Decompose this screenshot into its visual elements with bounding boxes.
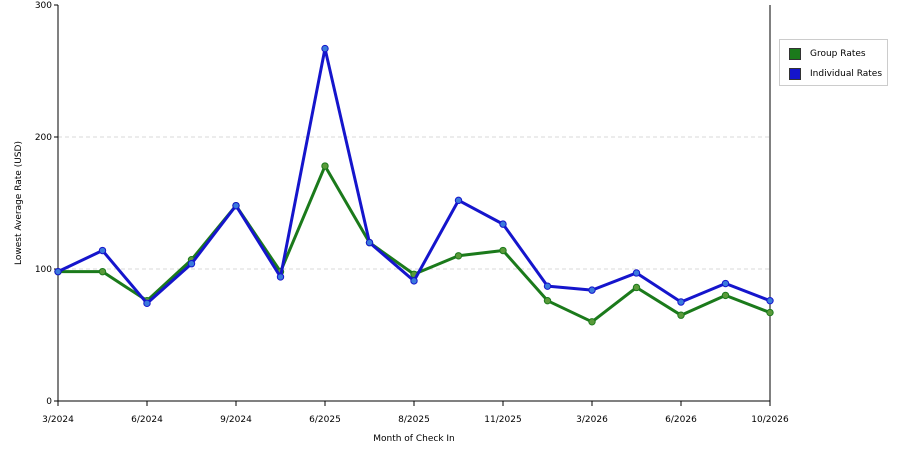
x-tick-label: 3/2024 bbox=[42, 415, 74, 425]
data-point-individual-rates bbox=[365, 238, 374, 247]
data-point-individual-rates bbox=[232, 201, 240, 210]
data-point-individual-rates bbox=[677, 298, 685, 306]
data-point-group-rates bbox=[677, 311, 685, 319]
data-point-group-rates bbox=[454, 252, 463, 260]
x-tick-label: 6/2024 bbox=[131, 415, 163, 425]
legend-label-individual-rates: Individual Rates bbox=[810, 69, 883, 79]
legend-label-group-rates: Group Rates bbox=[810, 49, 866, 59]
x-tick-label: 3/2026 bbox=[576, 415, 608, 425]
x-tick-label: 6/2026 bbox=[665, 415, 697, 425]
data-point-group-rates bbox=[632, 283, 641, 292]
series-line-group-rates bbox=[58, 164, 771, 324]
data-point-group-rates bbox=[98, 267, 107, 276]
legend-swatch-individual-rates bbox=[789, 68, 801, 80]
y-tick-label: 200 bbox=[35, 133, 52, 143]
y-axis-title: Lowest Average Rate (USD) bbox=[14, 141, 24, 265]
y-tick-label: 100 bbox=[35, 265, 52, 275]
x-tick-label: 10/2026 bbox=[751, 415, 789, 425]
data-point-individual-rates bbox=[54, 267, 62, 276]
data-point-group-rates bbox=[721, 291, 730, 300]
x-axis-title: Month of Check In bbox=[373, 434, 455, 444]
x-tick-label: 8/2025 bbox=[398, 415, 430, 425]
legend-item-group-rates: Group Rates bbox=[789, 48, 866, 60]
y-tick-label: 0 bbox=[46, 397, 52, 407]
data-point-group-rates bbox=[321, 162, 329, 170]
data-point-group-rates bbox=[588, 318, 596, 326]
data-point-group-rates bbox=[499, 246, 507, 255]
legend-item-individual-rates: Individual Rates bbox=[789, 68, 882, 80]
x-tick-label: 9/2024 bbox=[220, 415, 252, 425]
data-point-individual-rates bbox=[321, 44, 329, 53]
data-point-individual-rates bbox=[766, 296, 774, 305]
data-point-individual-rates bbox=[499, 220, 507, 228]
series-group bbox=[54, 44, 774, 326]
data-point-group-rates bbox=[543, 296, 552, 305]
legend: Group Rates Individual Rates bbox=[779, 39, 888, 86]
x-tick-label: 11/2025 bbox=[484, 415, 521, 425]
data-point-individual-rates bbox=[143, 299, 151, 308]
data-point-individual-rates bbox=[410, 277, 418, 285]
data-point-individual-rates bbox=[98, 246, 107, 255]
data-point-individual-rates bbox=[632, 269, 641, 277]
tick-labels: 0 100 200 300 3/2024 6/2024 9/2024 6/2025 8/2025… bbox=[35, 1, 789, 425]
series-line-individual-rates bbox=[57, 47, 771, 305]
legend-swatch-group-rates bbox=[789, 48, 801, 60]
y-tick-label: 300 bbox=[35, 1, 52, 11]
data-point-individual-rates bbox=[454, 196, 463, 205]
x-tick-label: 6/2025 bbox=[309, 415, 341, 425]
data-point-individual-rates bbox=[588, 286, 596, 294]
data-point-individual-rates bbox=[543, 282, 552, 290]
grid-lines bbox=[58, 136, 770, 270]
data-point-group-rates bbox=[766, 308, 774, 317]
data-point-individual-rates bbox=[187, 260, 196, 268]
data-point-individual-rates bbox=[276, 273, 285, 281]
data-point-individual-rates bbox=[721, 279, 730, 288]
chart-axes bbox=[54, 4, 771, 406]
